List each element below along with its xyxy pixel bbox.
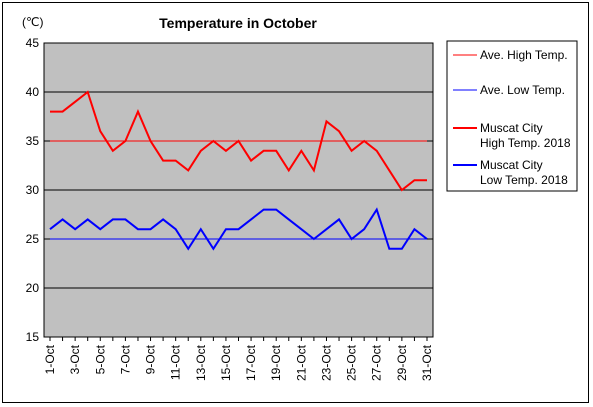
y-tick-label-15: 15 (26, 330, 40, 344)
series-line-3 (49, 207, 428, 251)
legend-label-1: Ave. Low Temp. (480, 83, 565, 97)
x-tick-label-9: 9-Oct (144, 344, 158, 374)
legend-label-3: Muscat City Low Temp. 2018 (480, 158, 568, 187)
legend-label-2: Muscat City High Temp. 2018 (480, 121, 571, 150)
x-tick-label-21: 21-Oct (294, 344, 308, 381)
legend-label-line: Ave. High Temp. (480, 48, 568, 62)
legend-label-line: Low Temp. 2018 (480, 173, 568, 187)
x-tick-label-11: 11-Oct (169, 344, 183, 380)
x-tick-label-7: 7-Oct (118, 344, 132, 374)
x-tick-label-13: 13-Oct (194, 344, 208, 381)
x-tick-label-17: 17-Oct (244, 344, 258, 381)
x-tick-label-5: 5-Oct (93, 344, 107, 374)
y-tick-label-20: 20 (26, 281, 40, 295)
y-tick-label-30: 30 (26, 183, 40, 197)
x-tick-label-15: 15-Oct (219, 344, 233, 381)
y-tick-label-35: 35 (26, 134, 40, 148)
y-tick-label-45: 45 (26, 36, 40, 50)
x-tick-label-29: 29-Oct (395, 344, 409, 381)
x-tick-label-3: 3-Oct (68, 344, 82, 374)
chart-title: Temperature in October (159, 15, 317, 31)
x-tick-label-31: 31-Oct (420, 344, 434, 381)
legend-label-line: Muscat City (480, 158, 543, 172)
plot-area (43, 42, 434, 338)
series-line-2 (50, 90, 427, 192)
x-tick-label-19: 19-Oct (269, 344, 283, 381)
unit-label: (℃) (22, 15, 43, 29)
legend-label-0: Ave. High Temp. (480, 48, 568, 62)
y-tick-label-25: 25 (26, 232, 40, 246)
x-tick-label-1: 1-Oct (43, 344, 57, 374)
x-tick-label-23: 23-Oct (319, 344, 333, 381)
legend-label-line: High Temp. 2018 (480, 136, 571, 150)
y-tick-label-40: 40 (26, 85, 40, 99)
legend-label-line: Ave. Low Temp. (480, 83, 565, 97)
x-tick-label-25: 25-Oct (345, 344, 359, 381)
x-tick-label-27: 27-Oct (370, 344, 384, 381)
legend: Ave. High Temp. Ave. Low Temp. Muscat City… (446, 40, 578, 192)
legend-label-line: Muscat City (480, 121, 543, 135)
axes: 15 20 25 30 35 40 45 1-Oct 3-Oct 5-Oct 7-Oct 9-Oct 1… (26, 36, 434, 381)
